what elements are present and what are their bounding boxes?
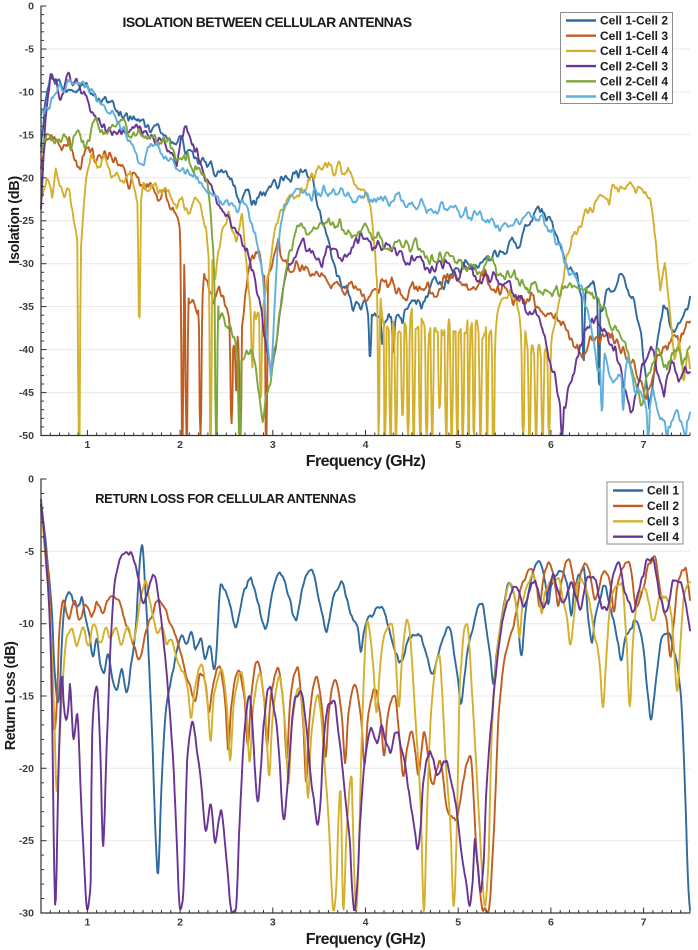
svg-text:5: 5 bbox=[455, 439, 461, 451]
svg-text:3: 3 bbox=[270, 439, 276, 451]
svg-text:Cell 2-Cell 3: Cell 2-Cell 3 bbox=[600, 59, 668, 73]
svg-text:-15: -15 bbox=[19, 691, 34, 703]
svg-text:1: 1 bbox=[84, 917, 90, 929]
svg-text:Return Loss (dB): Return Loss (dB) bbox=[3, 641, 19, 750]
svg-text:Frequency (GHz): Frequency (GHz) bbox=[306, 453, 426, 470]
svg-text:-35: -35 bbox=[19, 301, 34, 313]
svg-text:2: 2 bbox=[177, 917, 183, 929]
svg-text:0: 0 bbox=[28, 474, 34, 486]
svg-text:-20: -20 bbox=[19, 172, 34, 184]
svg-text:Cell 3: Cell 3 bbox=[647, 515, 679, 529]
svg-text:-15: -15 bbox=[19, 129, 34, 141]
svg-text:-25: -25 bbox=[19, 835, 34, 847]
svg-text:2: 2 bbox=[177, 439, 183, 451]
svg-text:Cell 2: Cell 2 bbox=[647, 499, 679, 513]
svg-text:3: 3 bbox=[270, 917, 276, 929]
svg-text:1: 1 bbox=[84, 439, 90, 451]
svg-text:Frequency (GHz): Frequency (GHz) bbox=[306, 931, 426, 948]
svg-text:-5: -5 bbox=[25, 44, 34, 56]
svg-text:-10: -10 bbox=[19, 86, 34, 98]
svg-text:Cell 1: Cell 1 bbox=[647, 484, 679, 498]
svg-text:4: 4 bbox=[363, 917, 369, 929]
svg-text:Isolation (dB): Isolation (dB) bbox=[7, 176, 23, 264]
svg-text:-10: -10 bbox=[19, 618, 34, 630]
svg-text:6: 6 bbox=[548, 439, 554, 451]
svg-text:7: 7 bbox=[641, 439, 647, 451]
svg-text:RETURN LOSS FOR CELLULAR ANTEN: RETURN LOSS FOR CELLULAR ANTENNAS bbox=[95, 491, 356, 506]
svg-text:Cell 1-Cell 3: Cell 1-Cell 3 bbox=[600, 29, 668, 43]
svg-text:-5: -5 bbox=[25, 546, 34, 558]
svg-text:-25: -25 bbox=[19, 215, 34, 227]
svg-text:Cell 4: Cell 4 bbox=[647, 530, 679, 544]
svg-text:-30: -30 bbox=[19, 908, 34, 920]
svg-text:6: 6 bbox=[548, 917, 554, 929]
svg-text:-20: -20 bbox=[19, 763, 34, 775]
svg-text:Cell 1-Cell 4: Cell 1-Cell 4 bbox=[600, 44, 668, 58]
svg-text:Cell 3-Cell 4: Cell 3-Cell 4 bbox=[600, 90, 668, 104]
svg-text:-45: -45 bbox=[19, 387, 34, 399]
svg-text:7: 7 bbox=[641, 917, 647, 929]
svg-text:-50: -50 bbox=[19, 430, 34, 442]
svg-text:0: 0 bbox=[28, 1, 34, 13]
svg-text:4: 4 bbox=[363, 439, 369, 451]
svg-text:-40: -40 bbox=[19, 344, 34, 356]
svg-text:5: 5 bbox=[455, 917, 461, 929]
svg-text:-30: -30 bbox=[19, 258, 34, 270]
svg-text:Cell 1-Cell 2: Cell 1-Cell 2 bbox=[600, 14, 668, 28]
svg-text:ISOLATION BETWEEN CELLULAR ANT: ISOLATION BETWEEN CELLULAR ANTENNAS bbox=[123, 14, 412, 30]
svg-text:Cell 2-Cell 4: Cell 2-Cell 4 bbox=[600, 75, 668, 89]
